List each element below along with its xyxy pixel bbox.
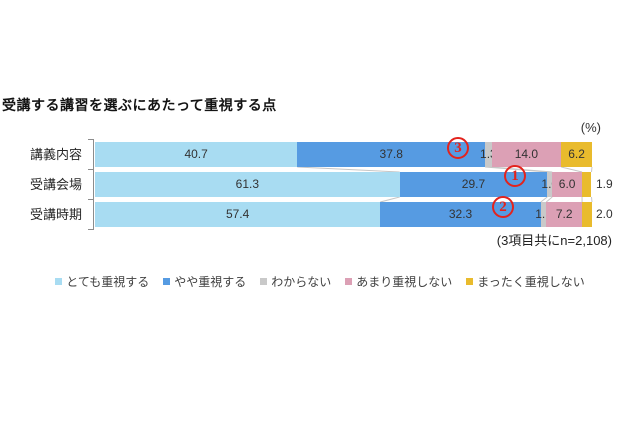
annotation-circled-2: 2 [492,196,514,218]
bar-segment [95,172,400,197]
value-label: 37.8 [379,147,403,161]
legend-label: やや重視する [174,275,247,289]
bar-segment [540,202,547,227]
category-axis [93,139,94,230]
bar-segment [491,142,562,167]
legend-item: やや重視する [163,273,246,290]
value-label: 6.2 [568,147,585,161]
legend: とても重視する やや重視する わからない あまり重視しない まったく重視しない [0,273,640,290]
bar-segment [547,172,553,197]
annotation-circled-3: 3 [447,137,469,159]
sample-size-note: (3項目共にn=2,108) [496,233,612,248]
legend-label: あまり重視しない [356,275,453,289]
annotation-circled-1: 1 [504,165,526,187]
axis-tick [88,199,94,200]
bar-segment [546,202,583,227]
category-label: 受講時期 [29,207,82,222]
value-label: 2.0 [596,207,613,221]
value-label: 40.7 [184,147,208,161]
legend-item: まったく重視しない [466,273,585,290]
legend-label: わからない [271,275,332,289]
legend-swatch [163,278,171,285]
legend-label: とても重視する [66,275,150,289]
value-label: 29.7 [461,177,486,191]
legend-swatch [260,278,268,285]
axis-tick [88,229,94,230]
value-label: 6.0 [558,177,576,191]
bar-segment [552,172,583,197]
axis-tick [88,169,94,170]
bar-segment [582,172,592,197]
category-label: 講義内容 [29,147,82,162]
bar-segment [95,202,381,227]
legend-item: とても重視する [55,273,149,290]
value-label: 57.4 [225,207,250,221]
bar-segment [380,202,541,227]
value-label: 61.3 [235,177,259,191]
value-label: 7.2 [555,207,573,221]
bar-segment [95,142,298,167]
value-label: 32.3 [448,207,473,221]
legend-item: あまり重視しない [345,273,452,290]
value-label: 14.0 [514,147,539,161]
bar-segment [582,202,592,227]
bar-segment [561,142,592,167]
legend-swatch [345,278,353,285]
value-label: 1.9 [596,177,613,191]
unit-label: (%) [580,120,601,135]
bar-segment [485,142,492,167]
legend-label: まったく重視しない [477,275,585,289]
legend-swatch [466,278,474,285]
legend-item: わからない [260,273,331,290]
legend-swatch [55,278,63,285]
axis-tick [88,139,94,140]
category-label: 受講会場 [29,177,82,192]
chart-title: 受講する講習を選ぶにあたって重視する点 [2,97,277,113]
